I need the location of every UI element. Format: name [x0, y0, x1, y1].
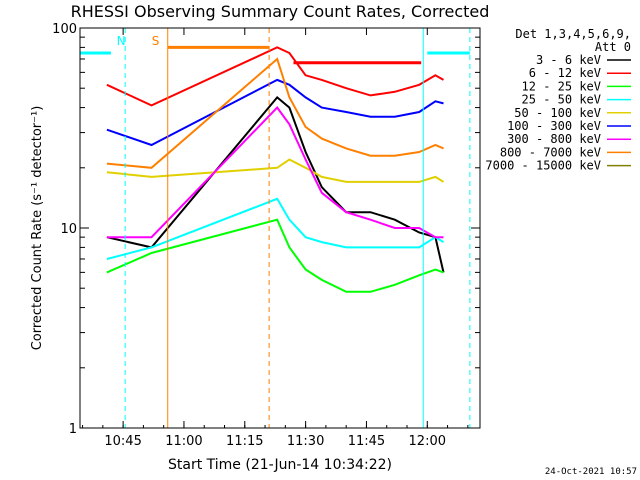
timestamp: 24-Oct-2021 10:57 — [545, 467, 637, 477]
x-tick-label-5: 12:00 — [409, 434, 446, 449]
legend-label-8: 7000 - 15000 keV — [485, 159, 601, 173]
legend-label-2: 12 - 25 keV — [522, 79, 601, 93]
legend-label-6: 300 - 800 keV — [507, 132, 601, 146]
series-line-3 — [106, 197, 445, 260]
legend-label-0: 3 - 6 keV — [536, 53, 601, 67]
y-tick-label-1: 10 — [60, 222, 77, 237]
y-axis: 1 10 100 — [52, 22, 480, 437]
legend-label-1: 6 - 12 keV — [529, 66, 601, 80]
legend-label-7: 800 - 7000 keV — [500, 145, 601, 159]
series-line-6 — [106, 106, 444, 239]
series-line-2 — [106, 218, 444, 293]
x-tick-label-3: 11:30 — [287, 434, 324, 449]
annotation-n: N — [117, 34, 126, 48]
legend-label-3: 25 - 50 keV — [522, 93, 601, 107]
x-tick-label-2: 11:15 — [226, 434, 263, 449]
x-tick-label-4: 11:45 — [348, 434, 385, 449]
x-tick-label-1: 11:00 — [165, 434, 202, 449]
y-tick-label-2: 100 — [52, 22, 77, 37]
series-line-0 — [106, 95, 445, 273]
series-line-4 — [106, 158, 445, 183]
legend-header-line-2: Att 0 — [595, 40, 631, 54]
plot-area — [80, 28, 471, 428]
y-tick-label-0: 1 — [69, 422, 77, 437]
chart-title: RHESSI Observing Summary Count Rates, Co… — [71, 2, 490, 21]
y-axis-label: Corrected Count Rate (s⁻¹ detector⁻¹) — [30, 106, 45, 351]
series-line-7 — [106, 57, 444, 169]
x-tick-label-0: 10:45 — [104, 434, 141, 449]
legend-header-line-1: Det 1,3,4,5,6,9, — [515, 27, 631, 41]
series-line-1 — [106, 46, 444, 107]
annotation-s: S — [152, 34, 160, 48]
x-axis: 10:45 11:00 11:15 11:30 11:45 12:00 — [82, 28, 469, 449]
legend-label-5: 100 - 300 keV — [507, 119, 601, 133]
legend-label-4: 50 - 100 keV — [514, 106, 601, 120]
series-line-5 — [106, 78, 444, 147]
x-axis-label: Start Time (21-Jun-14 10:34:22) — [168, 457, 392, 473]
